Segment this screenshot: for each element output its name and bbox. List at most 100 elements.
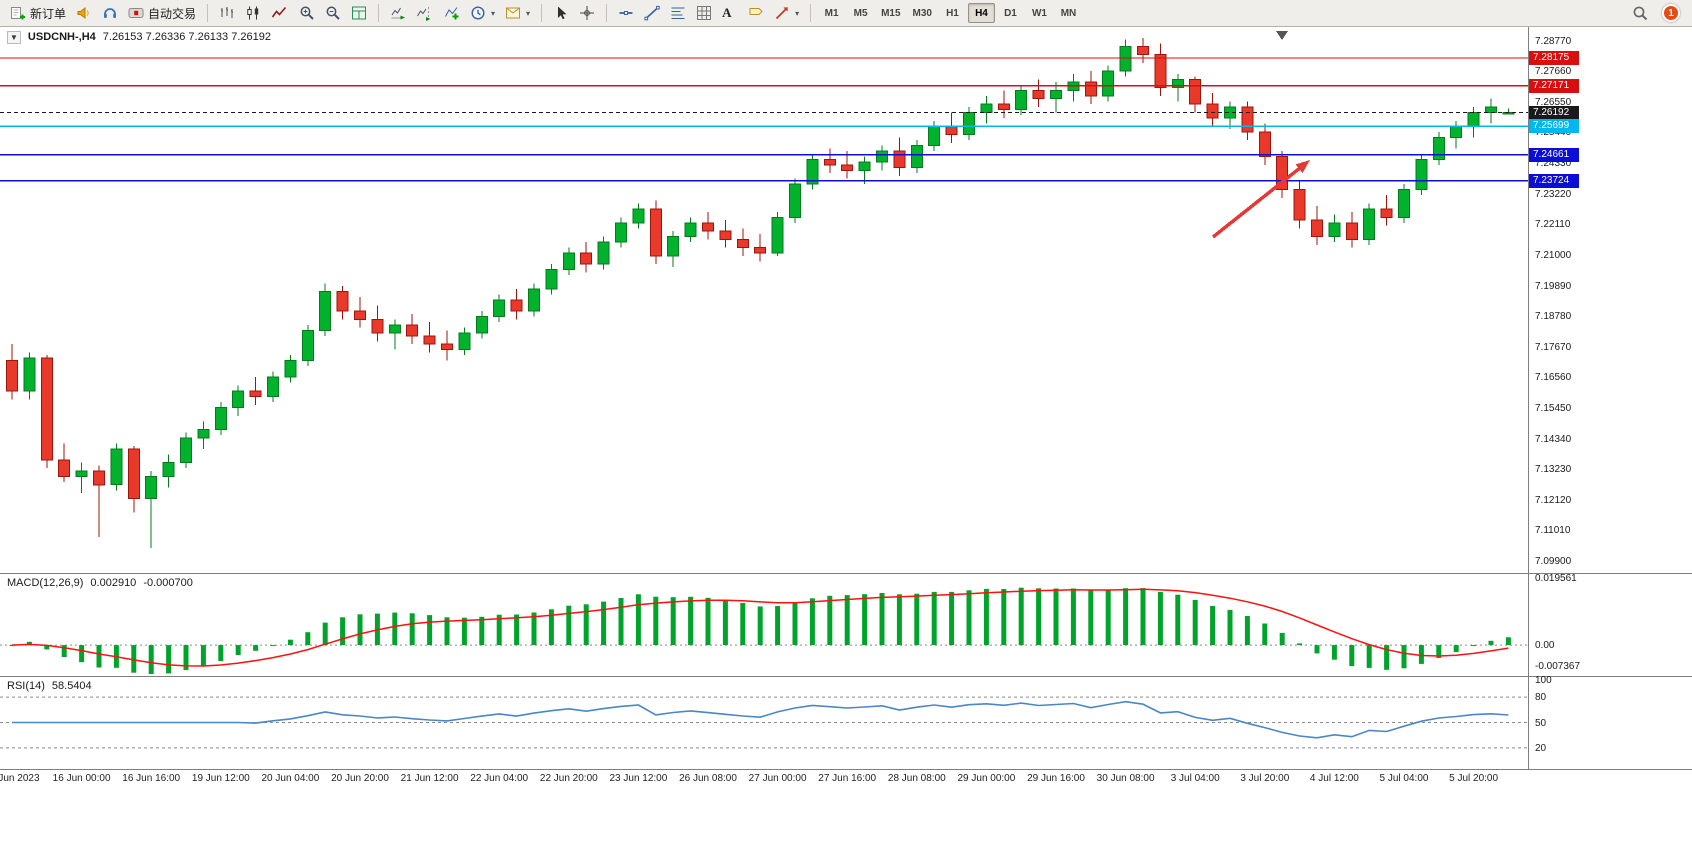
price-axis-label: 7.27660	[1535, 66, 1572, 78]
price-tag: 7.25699	[1529, 119, 1579, 134]
rsi-canvas[interactable]	[0, 676, 1528, 769]
new-order-button[interactable]: 新订单	[6, 2, 70, 24]
price-axis-label: 7.09900	[1535, 556, 1572, 567]
crosshair-button[interactable]	[575, 2, 599, 24]
text-label-button[interactable]	[744, 2, 768, 24]
macd-histogram-bar	[287, 639, 293, 646]
macd-canvas[interactable]	[0, 573, 1528, 676]
trendline-button[interactable]	[640, 2, 664, 24]
candle-body	[180, 437, 192, 464]
cursor-button[interactable]	[549, 2, 573, 24]
pane-separator[interactable]	[0, 676, 1692, 677]
tile-windows-icon	[352, 6, 367, 20]
price-axis-label: 7.17670	[1535, 341, 1572, 353]
main-chart-canvas[interactable]	[0, 27, 1528, 573]
chart-title: ▼ USDCNH-,H4 7.26153 7.26336 7.26133 7.2…	[7, 31, 271, 44]
chart-shift-button[interactable]	[412, 2, 436, 24]
timeframe-h1-button[interactable]: H1	[939, 3, 966, 23]
candle-body	[771, 216, 784, 254]
candle-body	[806, 158, 819, 185]
toolbar-separator	[541, 4, 543, 22]
time-label: 28 Jun 08:00	[887, 773, 946, 784]
price-axis-label: 7.14340	[1535, 433, 1572, 445]
candle-body	[145, 476, 158, 500]
text-button[interactable]: A	[718, 2, 742, 24]
toolbar-separator	[207, 4, 209, 22]
candle-body	[40, 357, 53, 461]
time-label: 3 Jul 04:00	[1170, 773, 1220, 784]
timeframe-m15-button[interactable]: M15	[876, 3, 905, 23]
trend-arrow-head[interactable]	[1295, 160, 1310, 174]
autotrading-icon	[128, 8, 144, 18]
candle-body	[23, 357, 36, 392]
macd-histogram-bar	[1192, 599, 1198, 646]
zoom-out-button[interactable]	[321, 2, 345, 24]
autotrading-button[interactable]: 自动交易	[124, 2, 200, 24]
tile-windows-button[interactable]	[347, 2, 371, 24]
candle-body	[1450, 125, 1463, 138]
timeframe-mn-button[interactable]: MN	[1055, 3, 1082, 23]
candle-body	[475, 316, 488, 334]
pane-separator	[0, 769, 1692, 770]
time-axis[interactable]: 15 Jun 2023 16 Jun 00:00 16 Jun 16:00 19 Ju…	[0, 769, 1528, 791]
text-icon: A	[722, 5, 732, 20]
periods-icon	[471, 6, 485, 20]
toolbar-separator	[810, 4, 812, 22]
macd-value-main: 0.002910	[90, 577, 137, 589]
price-axis-label: 7.15450	[1535, 402, 1572, 414]
time-label: 19 Jun 12:00	[191, 773, 250, 784]
support-button[interactable]	[98, 2, 122, 24]
trend-arrow-shaft[interactable]	[1211, 162, 1307, 239]
candle-body	[214, 407, 227, 431]
candle-body	[441, 343, 453, 351]
candlestick-chart-button[interactable]	[241, 2, 265, 24]
new-order-icon	[11, 7, 25, 20]
line-chart-button[interactable]	[267, 2, 291, 24]
macd-histogram-bar	[218, 645, 224, 662]
periods-button[interactable]: ▾	[466, 2, 499, 24]
candle-body	[1154, 54, 1167, 89]
arrows-button[interactable]: ▾	[770, 2, 803, 24]
timeframe-m5-button[interactable]: M5	[847, 3, 874, 23]
auto-scroll-button[interactable]	[386, 2, 410, 24]
timeframe-w1-button[interactable]: W1	[1026, 3, 1053, 23]
timeframe-h4-button[interactable]: H4	[967, 3, 995, 23]
search-button[interactable]	[1628, 2, 1652, 24]
candle-body	[197, 429, 210, 439]
chart-shift-marker[interactable]	[1276, 31, 1288, 40]
indicators-button[interactable]	[440, 2, 464, 24]
macd-histogram-bar	[1349, 645, 1355, 667]
zoom-in-button[interactable]	[295, 2, 319, 24]
price-axis-label: 7.16560	[1535, 372, 1572, 384]
candle-body	[1032, 89, 1045, 100]
timeframe-m30-button[interactable]: M30	[908, 3, 937, 23]
macd-histogram-bar	[392, 612, 398, 646]
macd-histogram-bar	[235, 645, 241, 656]
macd-histogram-bar	[1018, 587, 1024, 646]
grid-button[interactable]	[692, 2, 716, 24]
bar-chart-button[interactable]	[215, 2, 239, 24]
macd-histogram-bar	[96, 645, 102, 668]
price-axis[interactable]: 7.28175 7.27171 7.26192 7.25699 7.24661 7.237…	[1529, 27, 1692, 791]
timeframe-m1-button[interactable]: M1	[818, 3, 845, 23]
fibonacci-button[interactable]	[666, 2, 690, 24]
pane-separator[interactable]	[0, 573, 1692, 574]
macd-histogram-bar	[1453, 645, 1459, 653]
announcement-button[interactable]	[72, 2, 96, 24]
search-icon	[1633, 6, 1648, 21]
macd-histogram-bar	[1210, 605, 1216, 646]
macd-histogram-bar	[548, 609, 554, 646]
macd-histogram-bar	[496, 614, 502, 646]
macd-histogram-bar	[1436, 645, 1442, 658]
rsi-value: 58.5404	[51, 680, 92, 692]
timeframe-d1-button[interactable]: D1	[997, 3, 1024, 23]
macd-histogram-bar	[670, 597, 676, 646]
templates-button[interactable]: ▾	[501, 2, 534, 24]
timeframe-group: M1 M5 M15 M30 H1 H4 D1 W1 MN	[818, 3, 1082, 23]
arrows-icon	[775, 7, 788, 20]
horizontal-line-button[interactable]	[614, 2, 638, 24]
macd-histogram-bar	[340, 617, 346, 646]
chart-menu-icon[interactable]: ▼	[7, 31, 21, 44]
notification-badge[interactable]: 1	[1662, 4, 1680, 22]
candle-body	[736, 238, 749, 249]
